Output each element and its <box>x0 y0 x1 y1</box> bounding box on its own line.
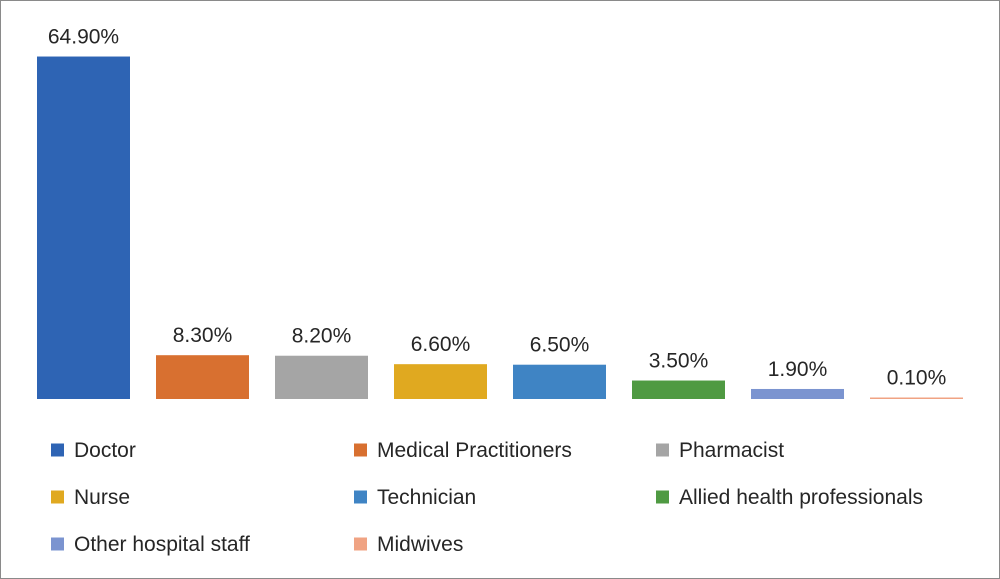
legend-label-doctor: Doctor <box>74 439 136 462</box>
legend: Doctor Medical Practitioners Pharmacist Nur… <box>51 439 923 556</box>
data-label-other-hospital-staff: 1.90% <box>768 358 828 381</box>
legend-label-technician: Technician <box>377 486 476 509</box>
bar-other-hospital-staff <box>751 388 844 399</box>
legend-label-pharmacist: Pharmacist <box>679 439 784 462</box>
legend-item-other-hospital-staff: Other hospital staff <box>51 533 250 556</box>
legend-label-nurse: Nurse <box>74 486 130 509</box>
data-label-medical-practitioners: 8.30% <box>173 324 233 347</box>
legend-swatch-doctor <box>51 443 64 457</box>
bars-group <box>37 56 963 400</box>
bar-allied-health-professionals <box>632 380 725 399</box>
legend-swatch-nurse <box>51 490 64 504</box>
data-label-technician: 6.50% <box>530 334 590 357</box>
legend-item-technician: Technician <box>354 486 476 509</box>
data-label-nurse: 6.60% <box>411 333 471 356</box>
legend-label-allied-health-professionals: Allied health professionals <box>679 486 923 509</box>
legend-swatch-midwives <box>354 537 367 551</box>
bar-midwives <box>870 397 963 399</box>
data-label-doctor: 64.90% <box>48 26 119 49</box>
data-label-midwives: 0.10% <box>887 367 947 390</box>
bar-pharmacist <box>275 355 368 399</box>
legend-item-nurse: Nurse <box>51 486 130 509</box>
bar-doctor <box>37 56 130 400</box>
legend-label-midwives: Midwives <box>377 533 463 556</box>
legend-swatch-other-hospital-staff <box>51 537 64 551</box>
legend-item-pharmacist: Pharmacist <box>656 439 784 462</box>
bar-medical-practitioners <box>156 355 249 399</box>
legend-swatch-pharmacist <box>656 443 669 457</box>
legend-swatch-technician <box>354 490 367 504</box>
legend-item-doctor: Doctor <box>51 439 136 462</box>
legend-item-allied-health-professionals: Allied health professionals <box>656 486 923 509</box>
data-label-allied-health-professionals: 3.50% <box>649 350 709 373</box>
bar-technician <box>513 364 606 399</box>
legend-swatch-medical-practitioners <box>354 443 367 457</box>
legend-label-medical-practitioners: Medical Practitioners <box>377 439 572 462</box>
legend-item-midwives: Midwives <box>354 533 463 556</box>
legend-item-medical-practitioners: Medical Practitioners <box>354 439 572 462</box>
data-label-pharmacist: 8.20% <box>292 325 352 348</box>
bar-nurse <box>394 364 487 399</box>
legend-label-other-hospital-staff: Other hospital staff <box>74 533 250 556</box>
legend-swatch-allied-health-professionals <box>656 490 669 504</box>
data-labels-group: 64.90% 8.30% 8.20% 6.60% 6.50% 3.50% 1.90% 0.10… <box>48 26 946 390</box>
